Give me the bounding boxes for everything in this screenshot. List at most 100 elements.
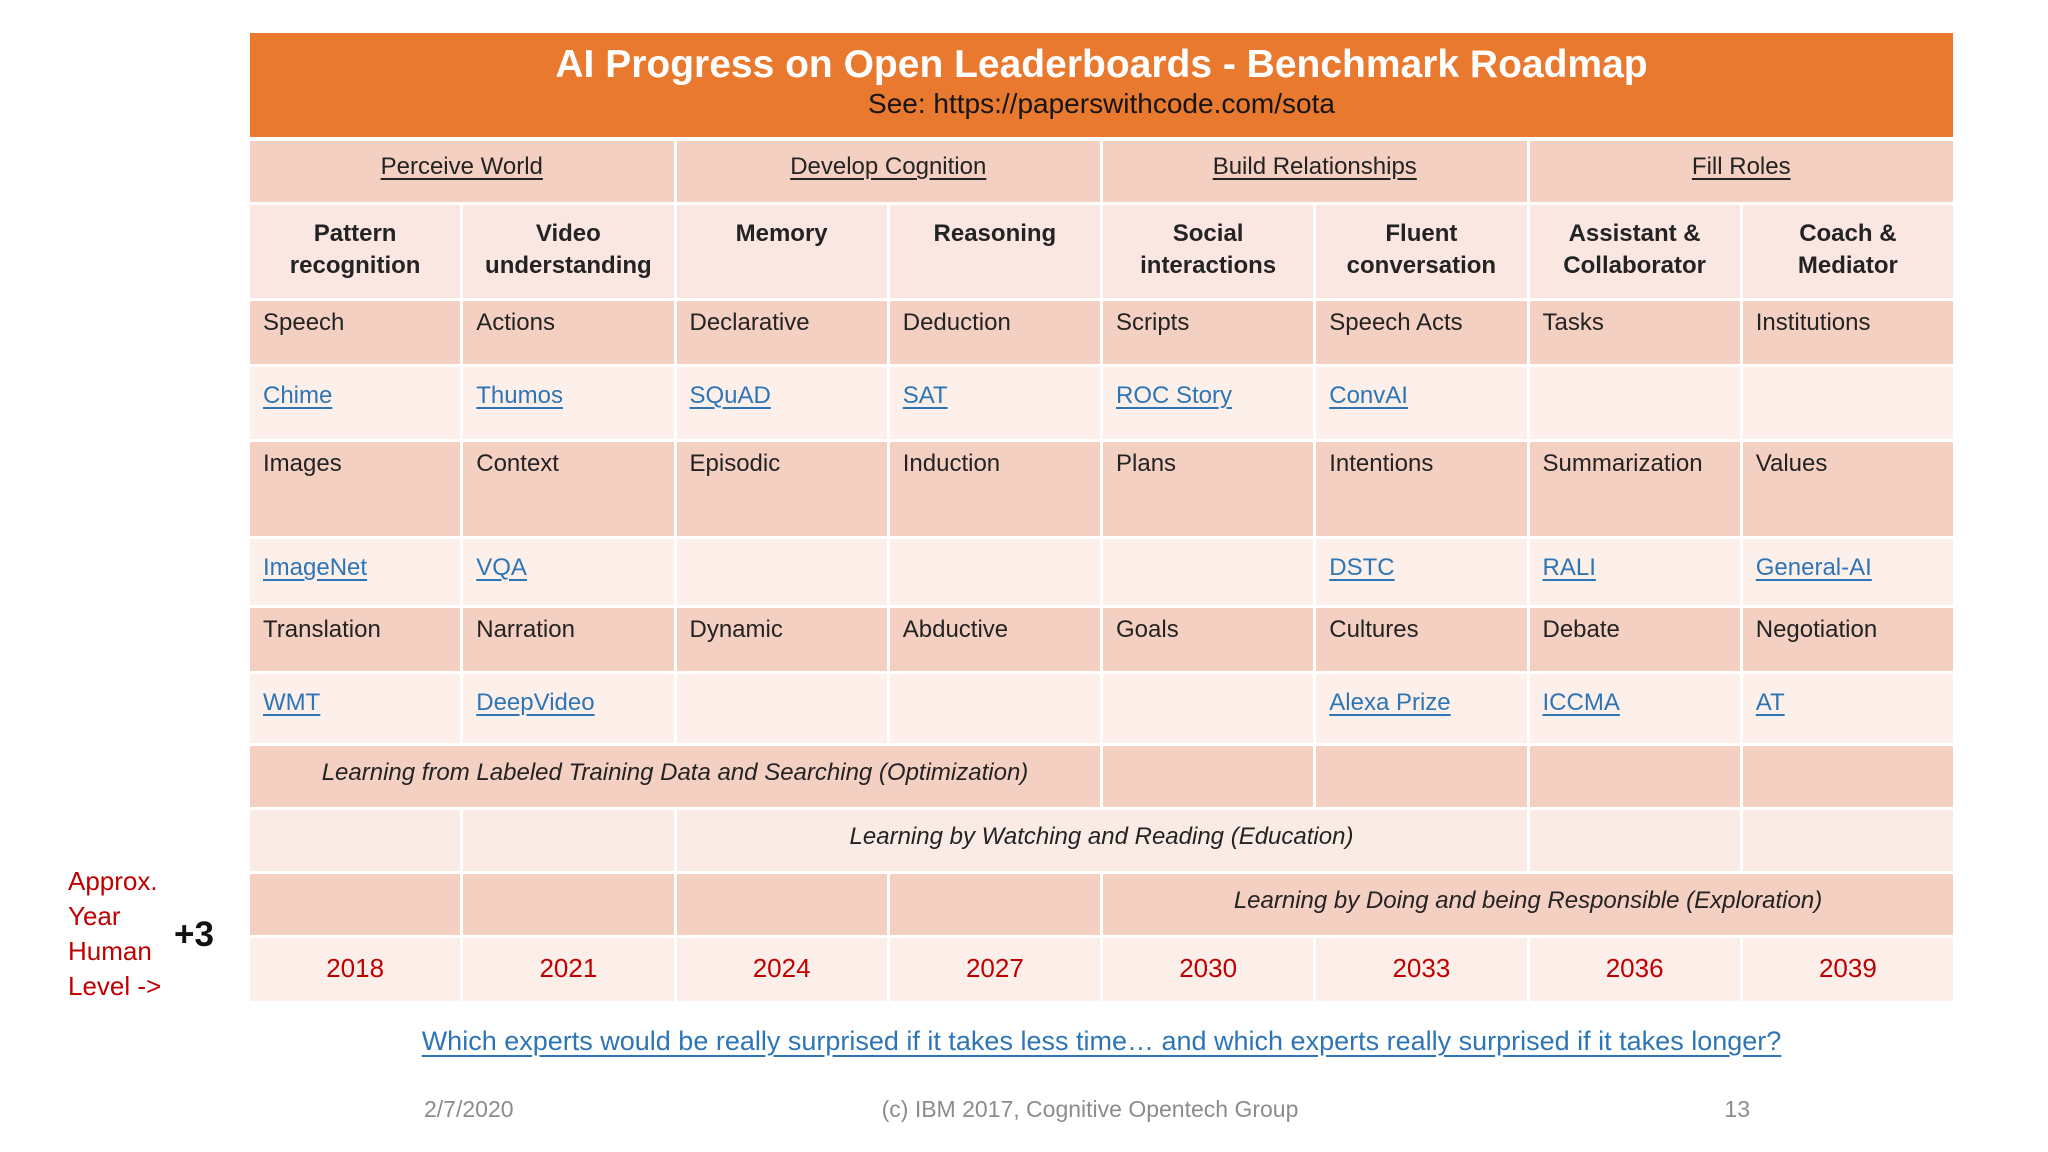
topic-tasks: Tasks: [1529, 301, 1740, 364]
link-vqa[interactable]: VQA: [476, 554, 527, 581]
learning-banner-optimization: Learning from Labeled Training Data and …: [250, 746, 1100, 807]
link-cell: SQuAD: [676, 367, 887, 439]
topic-actions: Actions: [463, 301, 674, 364]
group-header-build-relationships: Build Relationships: [1103, 141, 1527, 202]
note-line: Human: [68, 936, 152, 966]
learning-filler-cell: [1742, 810, 1953, 871]
footer-copyright: (c) IBM 2017, Cognitive Opentech Group: [881, 1096, 1299, 1122]
link-alexa-prize[interactable]: Alexa Prize: [1329, 689, 1451, 716]
link-cell: ROC Story: [1103, 367, 1314, 439]
learning-filler-cell: [1316, 746, 1527, 807]
year-2018: 2018: [250, 938, 461, 1001]
link-cell: General-AI: [1742, 539, 1953, 605]
empty-cell: [1529, 367, 1740, 439]
topic-values: Values: [1742, 442, 1953, 536]
topic-dynamic: Dynamic: [676, 608, 887, 671]
empty-cell: [1742, 367, 1953, 439]
slide-title: AI Progress on Open Leaderboards - Bench…: [555, 43, 1648, 86]
empty-cell: [676, 674, 887, 743]
topic-institutions: Institutions: [1742, 301, 1953, 364]
topic-plans: Plans: [1103, 442, 1314, 536]
footer-page-number: 13: [1724, 1096, 1750, 1122]
link-convai[interactable]: ConvAI: [1329, 382, 1408, 409]
approx-year-note: Approx. Year Human Level ->: [68, 864, 161, 1004]
link-thumos[interactable]: Thumos: [476, 382, 563, 409]
topic-declarative: Declarative: [676, 301, 887, 364]
year-2033: 2033: [1316, 938, 1527, 1001]
topic-narration: Narration: [463, 608, 674, 671]
learning-filler-cell: [1529, 746, 1740, 807]
empty-cell: [1103, 539, 1314, 605]
link-dstc[interactable]: DSTC: [1329, 554, 1395, 581]
link-general-ai[interactable]: General-AI: [1755, 554, 1872, 581]
empty-cell: [889, 674, 1100, 743]
link-cell: AT: [1742, 674, 1953, 743]
link-cell: Chime: [250, 367, 461, 439]
year-2030: 2030: [1103, 938, 1314, 1001]
topic-images: Images: [250, 442, 461, 536]
empty-cell: [676, 539, 887, 605]
link-cell: ImageNet: [250, 539, 461, 605]
topic-negotiation: Negotiation: [1742, 608, 1953, 671]
year-2027: 2027: [889, 938, 1100, 1001]
link-iccma[interactable]: ICCMA: [1542, 689, 1620, 716]
group-header-develop-cognition: Develop Cognition: [676, 141, 1100, 202]
topic-translation: Translation: [250, 608, 461, 671]
link-squad[interactable]: SQuAD: [689, 382, 771, 409]
slide-subtitle: See: https://paperswithcode.com/sota: [868, 88, 1335, 119]
link-cell: ConvAI: [1316, 367, 1527, 439]
year-2021: 2021: [463, 938, 674, 1001]
link-chime[interactable]: Chime: [263, 382, 333, 409]
link-cell: ICCMA: [1529, 674, 1740, 743]
column-header-memory: Memory: [676, 205, 887, 298]
link-cell: DSTC: [1316, 539, 1527, 605]
column-header-assistant-collaborator: Assistant & Collaborator: [1529, 205, 1740, 298]
note-line: Year: [68, 901, 121, 931]
link-sat[interactable]: SAT: [902, 382, 948, 409]
topic-speech-acts: Speech Acts: [1316, 301, 1527, 364]
link-wmt[interactable]: WMT: [263, 689, 321, 716]
link-cell: VQA: [463, 539, 674, 605]
column-header-coach-mediator: Coach & Mediator: [1742, 205, 1953, 298]
link-at[interactable]: AT: [1755, 689, 1785, 716]
empty-cell: [889, 539, 1100, 605]
learning-filler-cell: [889, 874, 1100, 935]
column-header-reasoning: Reasoning: [889, 205, 1100, 298]
link-roc-story[interactable]: ROC Story: [1116, 382, 1233, 409]
experts-question-link[interactable]: Which experts would be really surprised …: [421, 1026, 1782, 1056]
topic-context: Context: [463, 442, 674, 536]
topic-speech: Speech: [250, 301, 461, 364]
footer: 2/7/2020 (c) IBM 2017, Cognitive Opentec…: [0, 1096, 2048, 1128]
footer-date: 2/7/2020: [424, 1096, 514, 1122]
topic-intentions: Intentions: [1316, 442, 1527, 536]
link-imagenet[interactable]: ImageNet: [263, 554, 368, 581]
learning-banner-education: Learning by Watching and Reading (Educat…: [676, 810, 1527, 871]
link-cell: RALI: [1529, 539, 1740, 605]
link-deepvideo[interactable]: DeepVideo: [476, 689, 595, 716]
group-header-perceive-world: Perceive World: [250, 141, 674, 202]
topic-scripts: Scripts: [1103, 301, 1314, 364]
note-line: Level ->: [68, 971, 162, 1001]
empty-cell: [1103, 674, 1314, 743]
link-rali[interactable]: RALI: [1542, 554, 1596, 581]
roadmap-table: Perceive World Develop Cognition Build R…: [250, 141, 1953, 1001]
title-banner: AI Progress on Open Leaderboards - Bench…: [250, 33, 1953, 137]
topic-summarization: Summarization: [1529, 442, 1740, 536]
year-2036: 2036: [1529, 938, 1740, 1001]
topic-goals: Goals: [1103, 608, 1314, 671]
topic-abductive: Abductive: [889, 608, 1100, 671]
year-2024: 2024: [676, 938, 887, 1001]
learning-filler-cell: [463, 874, 674, 935]
column-header-video-understanding: Video understanding: [463, 205, 674, 298]
column-header-social-interactions: Social interactions: [1103, 205, 1314, 298]
topic-debate: Debate: [1529, 608, 1740, 671]
plus-3-label: +3: [174, 915, 214, 954]
learning-filler-cell: [1529, 810, 1740, 871]
topic-cultures: Cultures: [1316, 608, 1527, 671]
column-header-pattern-recognition: Pattern recognition: [250, 205, 461, 298]
link-cell: DeepVideo: [463, 674, 674, 743]
topic-episodic: Episodic: [676, 442, 887, 536]
year-2039: 2039: [1742, 938, 1953, 1001]
learning-filler-cell: [676, 874, 887, 935]
learning-filler-cell: [250, 810, 461, 871]
